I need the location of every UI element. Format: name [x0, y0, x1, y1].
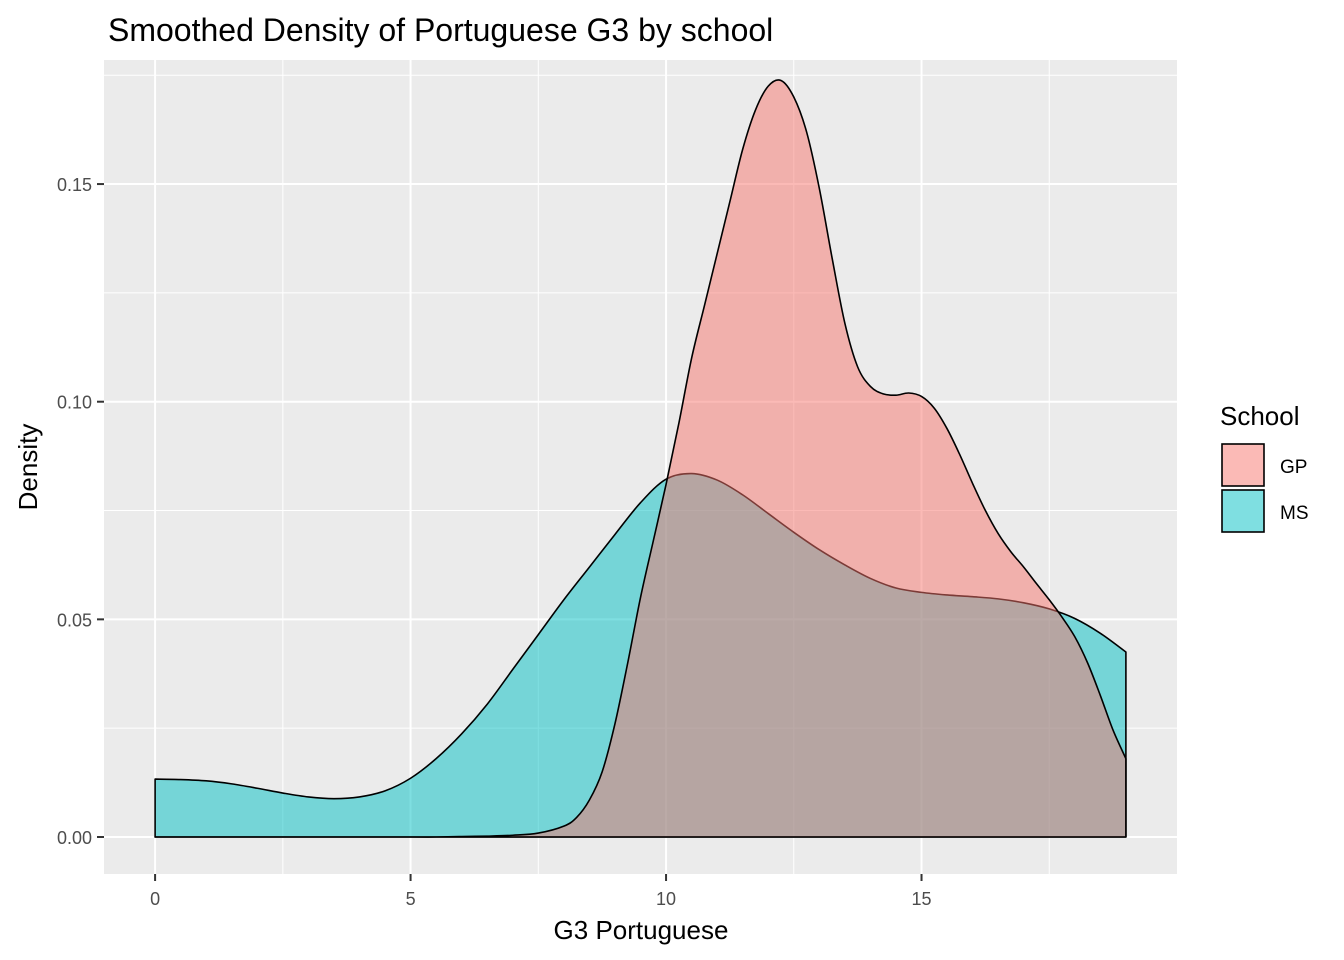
y-tick-label: 0.15 — [57, 175, 92, 195]
chart-title: Smoothed Density of Portuguese G3 by sch… — [108, 12, 773, 48]
y-axis-title: Density — [13, 424, 43, 511]
y-axis: 0.00 0.05 0.10 0.15 — [57, 175, 104, 848]
x-tick-label: 0 — [150, 889, 160, 909]
y-tick-label: 0.00 — [57, 828, 92, 848]
y-tick-label: 0.10 — [57, 393, 92, 413]
x-tick-label: 5 — [406, 889, 416, 909]
x-axis-title: G3 Portuguese — [554, 915, 729, 945]
legend-key-ms — [1221, 489, 1265, 533]
x-tick-label: 15 — [912, 889, 932, 909]
legend-key-gp — [1221, 443, 1265, 487]
x-axis: 0 5 10 15 — [150, 874, 932, 909]
legend-items: GP MS — [1221, 443, 1309, 533]
density-area-gp — [154, 79, 1127, 838]
legend-label-gp: GP — [1280, 457, 1307, 478]
legend-label-ms: MS — [1280, 503, 1309, 524]
y-tick-label: 0.05 — [57, 610, 92, 630]
density-areas — [154, 79, 1127, 838]
legend: School GP MS — [1220, 401, 1309, 533]
legend-title: School — [1220, 401, 1300, 431]
x-tick-label: 10 — [656, 889, 676, 909]
